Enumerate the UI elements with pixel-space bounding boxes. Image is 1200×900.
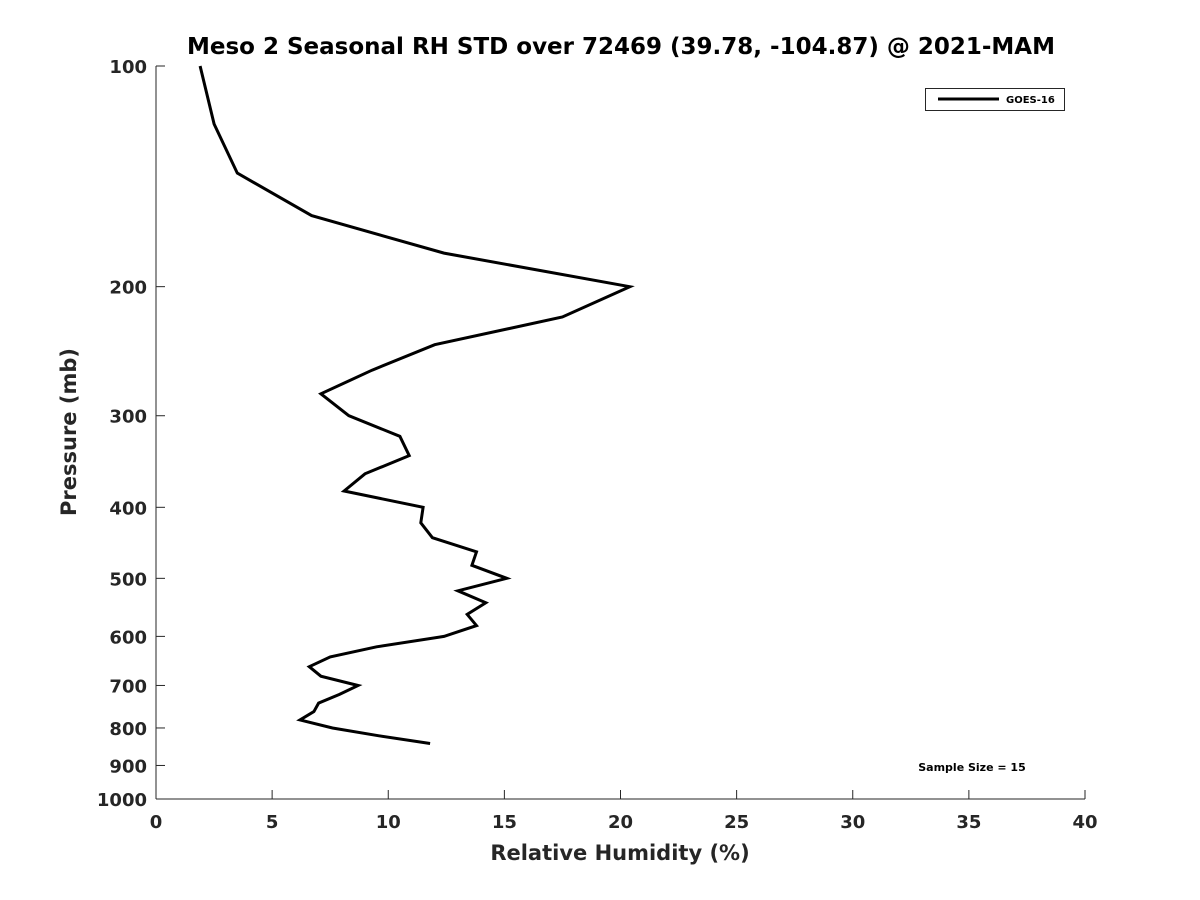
legend-label-goes-16: GOES-16 bbox=[1006, 95, 1055, 106]
y-tick-label: 200 bbox=[109, 278, 147, 299]
axis-ticks: 0 5 10 15 20 25 30 35 40 100 200 300 400 500 600 700 800… bbox=[97, 57, 1098, 833]
x-tick-label: 15 bbox=[492, 812, 517, 833]
sample-size-annotation: Sample Size = 15 bbox=[918, 761, 1025, 774]
series-line-goes-16 bbox=[198, 65, 635, 745]
y-tick-label: 700 bbox=[109, 676, 147, 697]
y-tick-label: 500 bbox=[109, 569, 147, 590]
y-tick-label: 300 bbox=[109, 407, 147, 428]
y-axis-label: Pressure (mb) bbox=[57, 348, 81, 516]
y-tick-label: 100 bbox=[109, 57, 147, 78]
x-tick-label: 10 bbox=[376, 812, 401, 833]
y-tick-label: 800 bbox=[109, 719, 147, 740]
y-tick-label: 1000 bbox=[97, 790, 147, 811]
y-tick-label: 900 bbox=[109, 756, 147, 777]
x-tick-label: 5 bbox=[266, 812, 279, 833]
x-axis-label: Relative Humidity (%) bbox=[490, 841, 749, 865]
x-tick-label: 25 bbox=[724, 812, 749, 833]
x-tick-label: 0 bbox=[150, 812, 163, 833]
y-tick-label: 600 bbox=[109, 627, 147, 648]
chart-title: Meso 2 Seasonal RH STD over 72469 (39.78… bbox=[187, 34, 1055, 60]
x-tick-label: 40 bbox=[1072, 812, 1097, 833]
legend: GOES-16 bbox=[925, 88, 1065, 111]
x-tick-label: 30 bbox=[840, 812, 865, 833]
x-tick-label: 20 bbox=[608, 812, 633, 833]
y-tick-label: 400 bbox=[109, 498, 147, 519]
x-tick-label: 35 bbox=[956, 812, 981, 833]
